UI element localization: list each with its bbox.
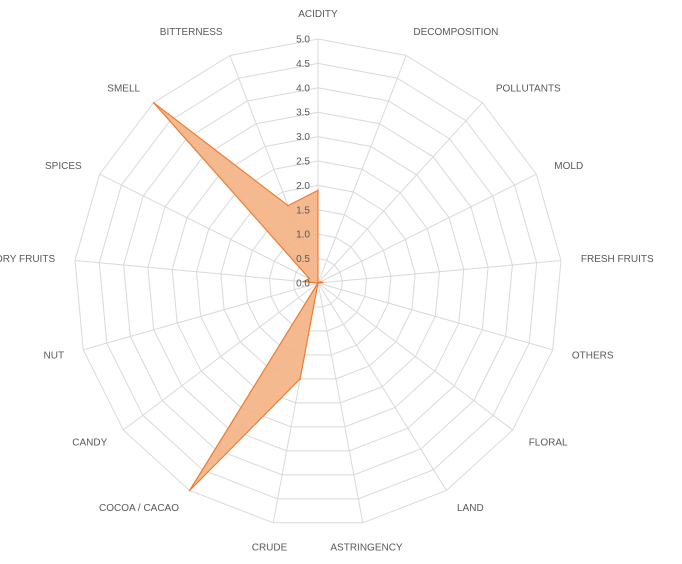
grid-ring-10 xyxy=(74,38,562,524)
data-point-smell xyxy=(152,101,155,104)
tick-label: 3.0 xyxy=(296,132,310,143)
data-point-bitterness xyxy=(287,204,289,207)
data-point-acidity xyxy=(317,189,319,192)
category-label-fresh-fruits: FRESH FRUITS xyxy=(581,254,654,265)
tick-label: 4.0 xyxy=(296,83,310,94)
grid-ring-9 xyxy=(98,62,538,500)
tick-label: 3.5 xyxy=(296,108,310,119)
grid-ring-1 xyxy=(293,258,343,308)
data-point-cocoa-cacao xyxy=(188,489,191,492)
data-point-nut xyxy=(317,282,319,284)
data-point-fresh-fruits xyxy=(322,281,324,284)
tick-label: 1.5 xyxy=(296,205,310,216)
category-label-spices: SPICES xyxy=(45,161,82,172)
tick-label: 1.0 xyxy=(296,230,310,241)
category-label-decomposition: DECOMPOSITION xyxy=(413,27,498,38)
category-label-nut: NUT xyxy=(44,351,65,362)
grid-ring-2 xyxy=(268,233,368,332)
category-label-smell: SMELL xyxy=(107,83,140,94)
category-label-crude: CRUDE xyxy=(252,543,288,554)
category-label-dry-fruits: DRY FRUITS xyxy=(0,254,55,265)
category-label-astringency: ASTRINGENCY xyxy=(330,543,403,554)
data-point-crude xyxy=(299,378,301,380)
category-label-others: OTHERS xyxy=(572,351,614,362)
tick-label: 4.5 xyxy=(296,59,310,70)
tick-label: 2.5 xyxy=(296,157,310,168)
tick-label: 0.5 xyxy=(296,254,310,265)
grid-layer xyxy=(74,38,562,524)
category-label-land: LAND xyxy=(457,503,484,514)
grid-ring-6 xyxy=(171,136,465,428)
grid-ring-3 xyxy=(244,209,392,356)
category-label-bitterness: BITTERNESS xyxy=(160,27,223,38)
category-label-acidity: ACIDITY xyxy=(298,9,338,20)
category-label-cocoa-cacao: COCOA / CACAO xyxy=(99,503,179,514)
grid-ring-7 xyxy=(147,111,489,452)
grid-ring-8 xyxy=(123,87,513,476)
grid-ring-5 xyxy=(195,160,441,404)
category-labels: ACIDITY DECOMPOSITION POLLUTANTS MOLD FRESH … xyxy=(0,9,654,554)
tick-labels: 0.0 0.5 1.0 1.5 2.0 2.5 3.0 3.5 4.0 4.5 5.0 xyxy=(296,35,310,290)
tick-label: 0.0 xyxy=(296,279,310,290)
category-label-pollutants: POLLUTANTS xyxy=(496,83,561,94)
category-label-mold: MOLD xyxy=(554,161,583,172)
data-point-mold xyxy=(319,281,322,283)
category-label-candy: CANDY xyxy=(72,438,107,449)
grid-ring-4 xyxy=(220,184,416,380)
tick-label: 2.0 xyxy=(296,181,310,192)
tick-label: 5.0 xyxy=(296,35,310,46)
data-point-spices xyxy=(308,277,311,280)
data-point-dry-fruits xyxy=(302,280,305,283)
series-layer xyxy=(152,101,324,492)
category-label-floral: FLORAL xyxy=(529,438,568,449)
